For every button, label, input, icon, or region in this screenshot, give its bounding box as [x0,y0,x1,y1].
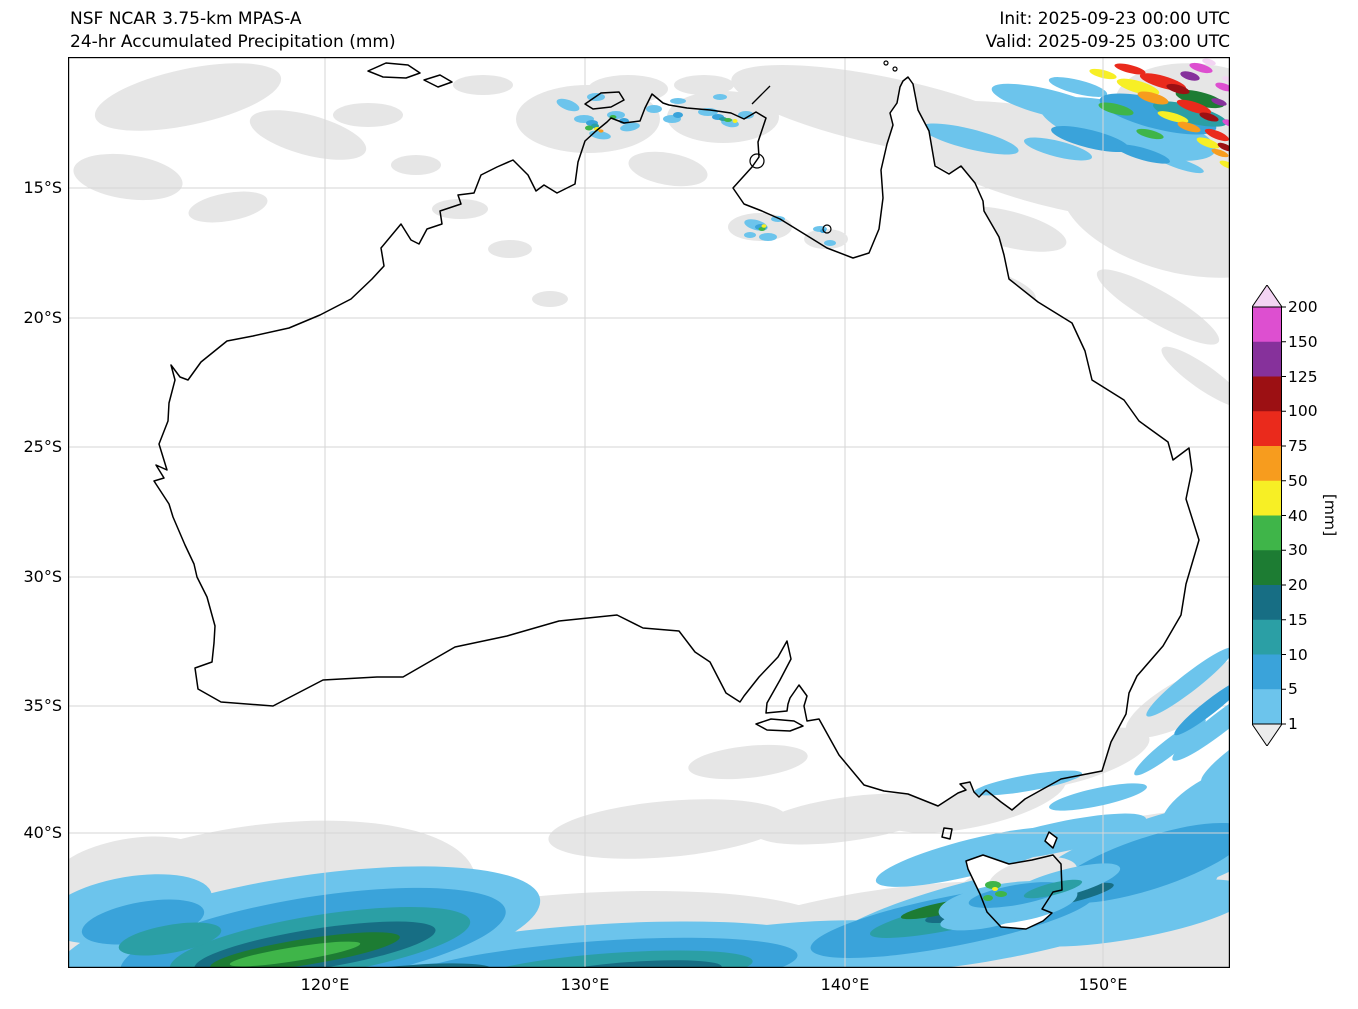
header-left: NSF NCAR 3.75-km MPAS-A 24-hr Accumulate… [70,8,396,54]
colorbar-tick-label: 30 [1288,541,1308,560]
gridlines [68,57,1230,968]
colorbar-tick-label: 75 [1288,437,1308,455]
lat-tick-label: 15°S [23,178,62,197]
colorbar-tick-label: 150 [1288,332,1318,351]
header-right: Init: 2025-09-23 00:00 UTC Valid: 2025-0… [986,8,1230,54]
colorbar-segment [1252,654,1282,690]
lon-tick-label: 120°E [300,975,350,994]
colorbar-tick-label: 200 [1288,298,1318,316]
australia-coastline [153,60,1200,930]
map-plot [68,57,1230,968]
colorbar-tick-label: 20 [1288,576,1308,594]
colorbar-under-arrow [1252,723,1283,746]
colorbar-segment [1252,446,1282,482]
colorbar-tick-label: 1 [1288,715,1298,733]
init-time: Init: 2025-09-23 00:00 UTC [999,9,1230,29]
colorbar-segment [1252,585,1282,621]
lat-tick-label: 35°S [23,696,62,715]
plot-frame [68,57,1230,968]
colorbar-tick-label: 40 [1288,506,1308,525]
lat-tick-label: 20°S [23,308,62,327]
colorbar-unit-label: [mm] [1321,493,1339,537]
colorbar-segment [1252,619,1282,655]
colorbar-tick-label: 15 [1288,610,1308,629]
colorbar-segment [1252,376,1282,412]
valid-time: Valid: 2025-09-25 03:00 UTC [985,32,1230,52]
lon-tick-label: 130°E [560,975,610,994]
colorbar-segment [1252,550,1282,586]
colorbar-tick-label: 50 [1288,471,1308,490]
colorbar-tick-label: 10 [1288,645,1308,664]
product-title: 24-hr Accumulated Precipitation (mm) [70,32,396,52]
colorbar-segment [1252,307,1282,343]
colorbar-segment [1252,480,1282,516]
model-title: NSF NCAR 3.75-km MPAS-A [70,9,302,29]
colorbar-tick-label: 5 [1288,680,1298,699]
colorbar-segment [1252,515,1282,551]
colorbar-segment [1252,341,1282,377]
lat-tick-label: 30°S [23,567,62,586]
colorbar [1252,285,1286,746]
lat-tick-label: 40°S [23,823,62,842]
precip-local-layer [432,75,1230,931]
colorbar-segment [1252,689,1282,725]
colorbar-over-arrow [1252,285,1283,308]
lat-tick-label: 25°S [23,437,62,456]
colorbar-tick-label: 125 [1288,367,1318,386]
colorbar-segment [1252,411,1282,447]
lon-tick-label: 140°E [820,975,870,994]
colorbar-tick-label: 100 [1288,402,1318,421]
lon-tick-label: 150°E [1078,975,1128,994]
